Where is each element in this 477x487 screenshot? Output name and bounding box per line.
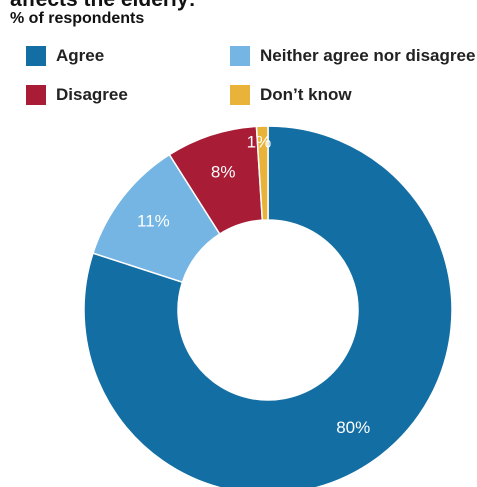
chart-subtitle: % of respondents (10, 10, 145, 27)
slice-agree (83, 125, 453, 487)
legend-swatch-disagree (26, 85, 46, 105)
legend-label-disagree: Disagree (56, 85, 128, 104)
slice-dont-know (255, 125, 269, 221)
slice-label-disagree: 8% (211, 163, 236, 182)
legend-swatch-agree (26, 46, 46, 66)
slice-label-neither: 11% (137, 212, 170, 231)
legend-label-agree: Agree (56, 46, 105, 65)
slice-label-agree: 80% (336, 418, 370, 437)
legend-item-agree: Agree (26, 46, 104, 66)
legend-swatch-neither (230, 46, 250, 66)
legend-label-dont-know: Don’t know (260, 85, 352, 104)
slice-label-dont-know: 1% (247, 133, 272, 152)
legend: Agree Neither agree nor disagree Disagre… (0, 0, 477, 120)
legend-label-neither: Neither agree nor disagree (260, 46, 476, 65)
legend-item-neither: Neither agree nor disagree (230, 46, 475, 66)
chart-title: affects the elderly: (10, 0, 196, 12)
legend-swatch-dont-know (230, 85, 250, 105)
legend-item-disagree: Disagree (26, 85, 128, 105)
legend-item-dont-know: Don’t know (230, 85, 352, 105)
